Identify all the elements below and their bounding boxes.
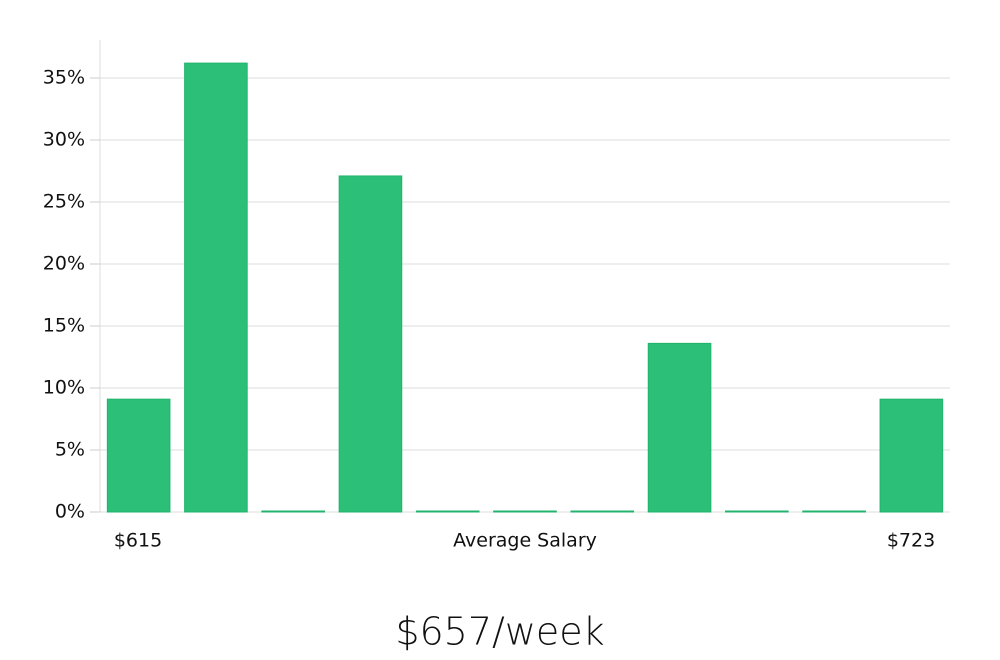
y-tick-label: 5%	[55, 439, 85, 461]
y-tick-label: 0%	[55, 501, 85, 523]
bar	[493, 510, 557, 513]
bar	[570, 510, 635, 513]
bar	[879, 398, 944, 513]
bar	[725, 510, 789, 513]
bar	[415, 510, 480, 513]
y-tick-label: 25%	[43, 191, 85, 213]
bar	[647, 342, 712, 513]
y-tick-label: 30%	[43, 129, 85, 151]
bar	[802, 510, 866, 513]
average-annotation: $657/week	[395, 610, 604, 654]
bar	[184, 62, 248, 513]
y-tick-label: 35%	[43, 67, 85, 89]
bar	[106, 398, 171, 513]
bar	[261, 510, 325, 513]
bar	[338, 175, 403, 513]
y-tick-label: 10%	[43, 377, 85, 399]
x-max-label: $723	[887, 530, 935, 552]
y-tick-label: 20%	[43, 253, 85, 275]
x-min-label: $615	[114, 530, 162, 552]
y-tick-label: 15%	[43, 315, 85, 337]
x-axis-title: Average Salary	[453, 530, 597, 552]
